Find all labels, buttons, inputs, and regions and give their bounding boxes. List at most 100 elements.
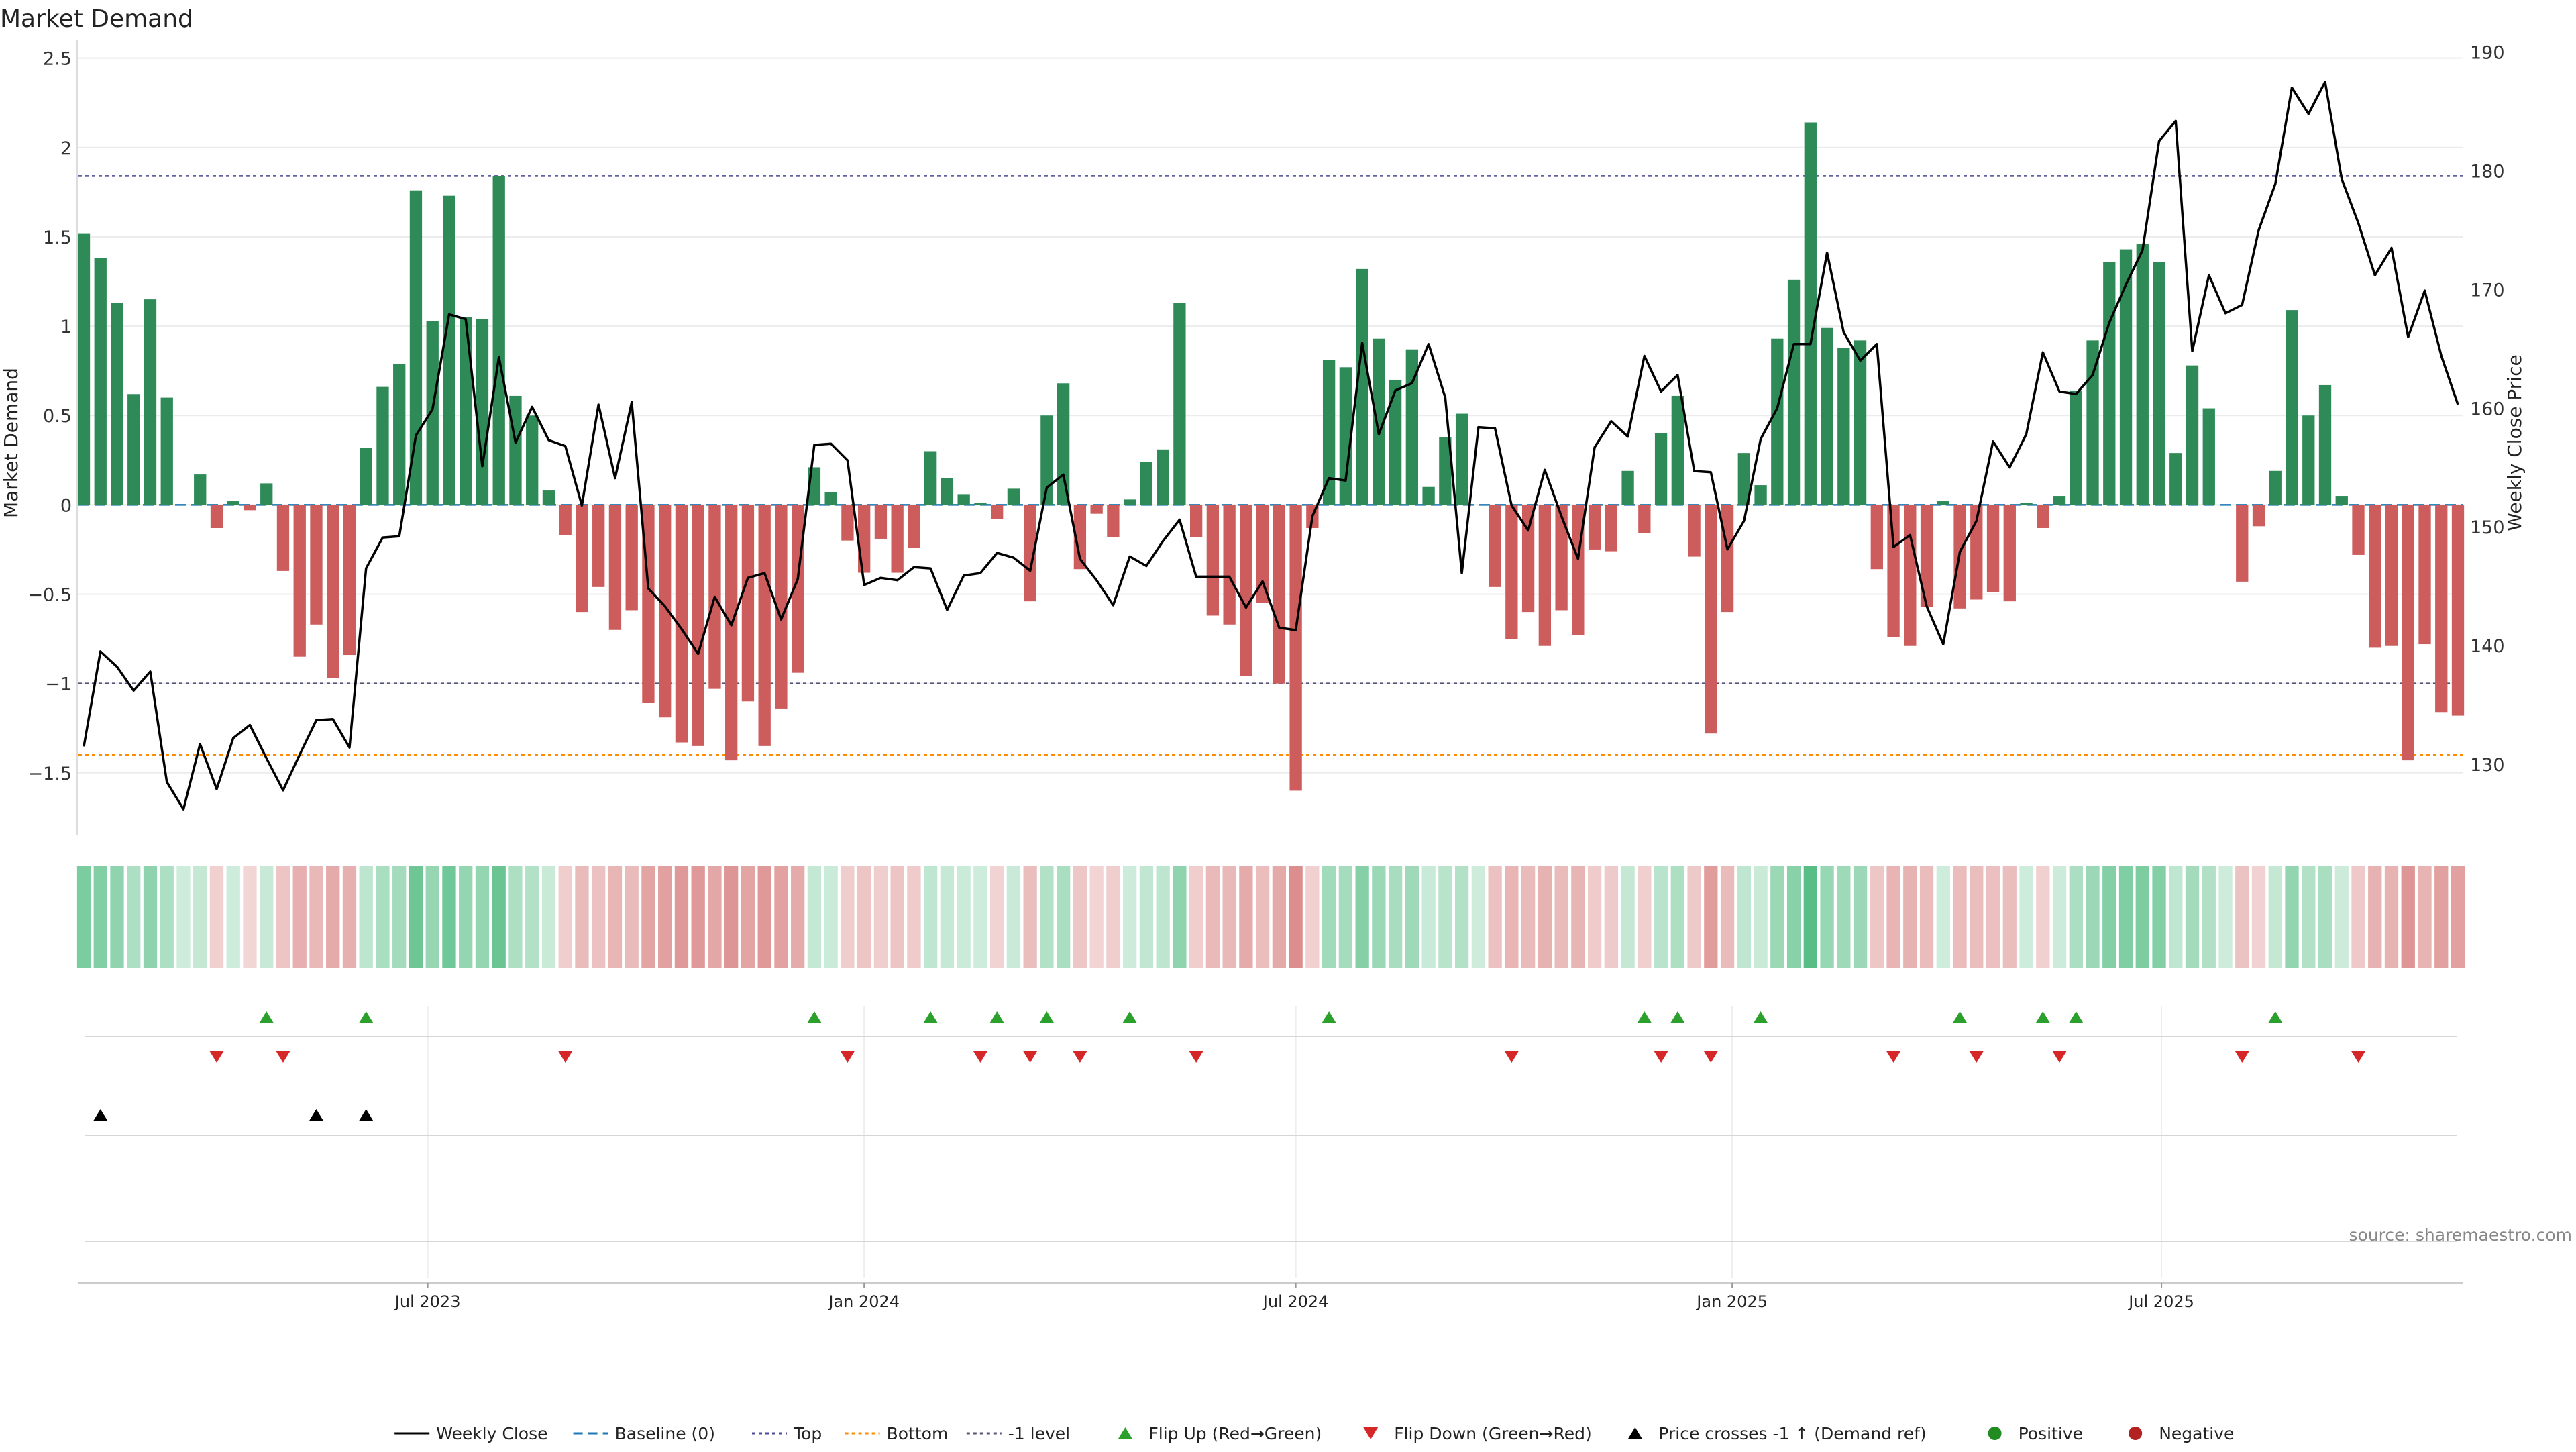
heat-cell	[343, 866, 356, 968]
demand-bar	[1289, 505, 1301, 790]
heat-cell	[1886, 866, 1900, 968]
demand-bar	[692, 505, 704, 745]
y-tick-label-left: −1.5	[28, 764, 72, 784]
demand-bar	[1705, 505, 1717, 733]
demand-bar	[1638, 505, 1650, 533]
y-tick-label-left: 0.5	[43, 406, 72, 427]
heat-cell	[1804, 866, 1817, 968]
heat-cell	[127, 866, 140, 968]
heat-cell	[675, 866, 688, 968]
flip-markers-panel	[85, 1011, 2457, 1063]
heat-cell	[2418, 866, 2431, 968]
demand-bar	[2004, 505, 2016, 601]
demand-bar	[327, 505, 339, 678]
demand-bar	[2103, 262, 2115, 505]
demand-bars	[78, 122, 2464, 790]
demand-bar	[2253, 505, 2265, 526]
heat-cell	[2202, 866, 2216, 968]
heat-cell	[2351, 866, 2365, 968]
x-tick-label: Jul 2025	[2127, 1292, 2194, 1311]
heat-cell	[1389, 866, 1402, 968]
heat-cell	[1571, 866, 1585, 968]
legend-label: Top	[793, 1424, 822, 1443]
demand-bar	[1223, 505, 1235, 624]
heat-cell	[924, 866, 937, 968]
demand-bar	[1805, 122, 1817, 505]
legend-swatch-flip-up	[1118, 1427, 1132, 1439]
heat-cell	[110, 866, 123, 968]
heat-cell	[1289, 866, 1302, 968]
heat-cell	[1937, 866, 1950, 968]
demand-bar	[2336, 496, 2348, 505]
legend-label: Baseline (0)	[615, 1424, 715, 1443]
heat-cell	[1040, 866, 1053, 968]
heat-cell	[1222, 866, 1236, 968]
weekly-close-line	[84, 82, 2458, 809]
heat-cell	[243, 866, 256, 968]
heat-cell	[1173, 866, 1186, 968]
demand-bar	[111, 303, 123, 505]
grid-layer	[78, 58, 2463, 1278]
demand-bar	[493, 176, 505, 505]
y-tick-label-left: 2	[60, 138, 72, 159]
flip-up-marker	[1122, 1011, 1137, 1023]
x-tick-label: Jan 2024	[827, 1292, 900, 1311]
heat-cell	[907, 866, 920, 968]
heat-cell	[857, 866, 871, 968]
demand-bar	[1057, 383, 1069, 505]
heat-cell	[2186, 866, 2199, 968]
demand-bar	[924, 451, 936, 505]
heat-cell	[2152, 866, 2165, 968]
heat-cell	[1322, 866, 1336, 968]
legend-label: Negative	[2159, 1424, 2234, 1443]
heat-cell	[2385, 866, 2398, 968]
y-axis-label-right: Weekly Close Price	[2504, 354, 2526, 531]
demand-bar	[2435, 505, 2447, 712]
heat-cell	[2285, 866, 2298, 968]
heat-cell	[276, 866, 290, 968]
heat-cell	[824, 866, 838, 968]
flip-down-marker	[209, 1051, 224, 1063]
heat-cell	[2003, 866, 2017, 968]
heat-cell	[2368, 866, 2381, 968]
heat-cell	[1737, 866, 1751, 968]
heat-cell	[1372, 866, 1385, 968]
demand-bar	[1904, 505, 1916, 645]
demand-bar	[393, 364, 405, 505]
heat-cell	[692, 866, 705, 968]
demand-bar	[2153, 262, 2165, 505]
heat-cell	[791, 866, 804, 968]
demand-bar	[509, 396, 521, 505]
weekly-close-line-layer	[84, 82, 2458, 809]
flip-down-marker	[2351, 1051, 2366, 1063]
heat-cell	[1687, 866, 1701, 968]
demand-bar	[2070, 391, 2082, 505]
demand-bar	[343, 505, 356, 655]
heat-cell	[376, 866, 389, 968]
heat-cell	[1057, 866, 1070, 968]
y-tick-label-right: 190	[2470, 43, 2505, 64]
flip-up-marker	[1322, 1011, 1336, 1023]
demand-bar	[1008, 488, 1020, 505]
flip-up-marker	[989, 1011, 1004, 1023]
demand-bar	[2352, 505, 2364, 555]
y-tick-label-left: −1	[45, 674, 72, 695]
flip-up-marker	[259, 1011, 274, 1023]
heat-cell	[1256, 866, 1269, 968]
heat-cell	[1870, 866, 1884, 968]
heat-cell	[2434, 866, 2448, 968]
heat-cell	[1538, 866, 1552, 968]
heat-cell	[1421, 866, 1435, 968]
demand-bar	[2269, 471, 2282, 505]
heat-cell	[1588, 866, 1601, 968]
heat-cell	[160, 866, 174, 968]
demand-bar	[460, 317, 472, 505]
demand-bar	[144, 299, 156, 505]
demand-bar	[576, 505, 588, 612]
demand-bar	[1887, 505, 1899, 637]
heat-cell	[508, 866, 522, 968]
legend-swatch-negative	[2129, 1427, 2142, 1440]
demand-bar	[1107, 505, 1119, 537]
heat-cell	[1854, 866, 1867, 968]
demand-bar	[1821, 328, 1833, 505]
